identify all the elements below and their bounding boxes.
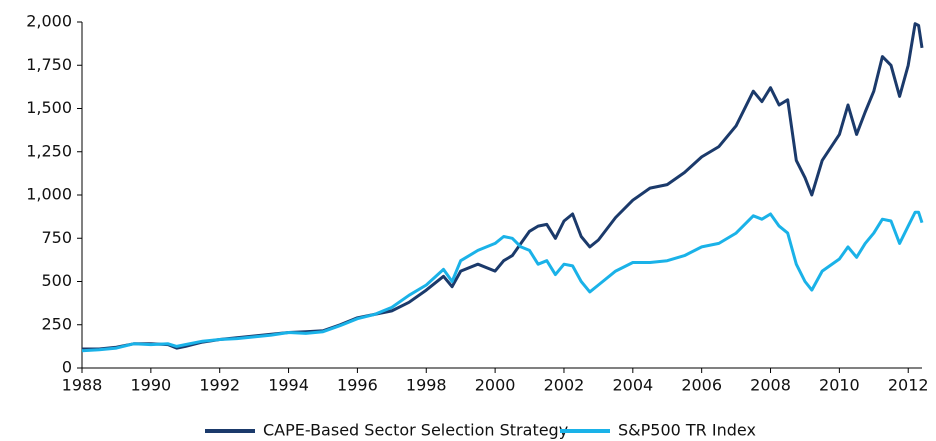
y-tick-label: 1,500 bbox=[26, 98, 72, 117]
x-tick-label: 2002 bbox=[544, 376, 585, 395]
legend-label: CAPE-Based Sector Selection Strategy bbox=[263, 421, 568, 440]
x-tick-label: 1994 bbox=[268, 376, 309, 395]
x-tick-label: 2008 bbox=[750, 376, 791, 395]
x-tick-label: 1998 bbox=[406, 376, 447, 395]
y-tick-label: 1,750 bbox=[26, 55, 72, 74]
x-tick-label: 1990 bbox=[130, 376, 171, 395]
x-tick-label: 2006 bbox=[681, 376, 722, 395]
legend-label: S&P500 TR Index bbox=[618, 421, 756, 440]
x-tick-label: 2000 bbox=[475, 376, 516, 395]
y-tick-label: 1,250 bbox=[26, 141, 72, 160]
y-tick-label: 1,000 bbox=[26, 185, 72, 204]
x-tick-label: 2012 bbox=[888, 376, 929, 395]
series-line bbox=[81, 210, 924, 353]
x-tick-label: 1996 bbox=[337, 376, 378, 395]
x-tick-label: 1988 bbox=[62, 376, 103, 395]
x-tick-label: 1992 bbox=[199, 376, 240, 395]
y-tick-label: 2,000 bbox=[26, 12, 72, 31]
y-tick-label: 250 bbox=[41, 314, 72, 333]
y-tick-label: 750 bbox=[41, 228, 72, 247]
y-tick-label: 500 bbox=[41, 271, 72, 290]
x-tick-label: 2004 bbox=[612, 376, 653, 395]
x-tick-label: 2010 bbox=[819, 376, 860, 395]
y-tick-label: 0 bbox=[62, 358, 72, 377]
series-line bbox=[82, 22, 924, 351]
